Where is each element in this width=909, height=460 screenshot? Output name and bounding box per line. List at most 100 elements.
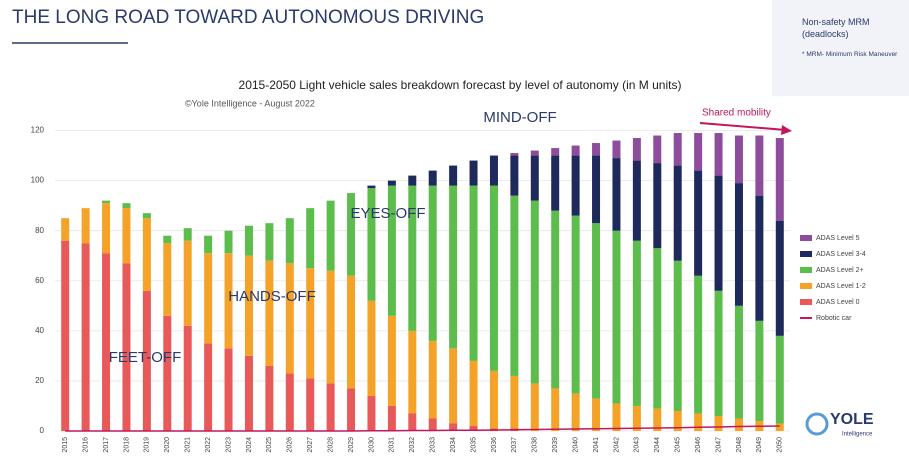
bar-segment (408, 176, 416, 186)
bar-segment (572, 146, 580, 156)
annotation: Shared mobility (702, 108, 771, 119)
bar-segment (184, 326, 192, 431)
bar-segment (776, 423, 784, 431)
annotation-arrowhead (781, 125, 792, 135)
bar-segment (449, 166, 457, 186)
x-tick-label: 2021 (185, 437, 192, 453)
legend-label: ADAS Level 2+ (816, 267, 864, 274)
bar-segment (490, 186, 498, 371)
bar-segment (592, 223, 600, 398)
bar-segment (429, 341, 437, 419)
x-tick-label: 2025 (266, 437, 273, 453)
legend-label: ADAS Level 0 (816, 299, 860, 306)
legend-swatch (800, 299, 812, 305)
x-tick-label: 2026 (287, 437, 294, 453)
bar-segment (163, 316, 171, 431)
legend-swatch (800, 235, 812, 241)
y-tick-label: 20 (35, 376, 44, 385)
bar-segment (245, 356, 253, 431)
bar-segment (82, 208, 90, 243)
x-tick-label: 2029 (348, 437, 355, 453)
bar-segment (408, 413, 416, 431)
bar-segment (674, 133, 682, 166)
x-tick-label: 2050 (777, 437, 784, 453)
legend-swatch (800, 267, 812, 273)
bar-segment (102, 203, 110, 253)
bar-segment (388, 181, 396, 186)
x-tick-label: 2034 (450, 437, 457, 453)
legend-swatch (800, 251, 812, 257)
x-tick-label: 2027 (307, 437, 314, 453)
bar-segment (225, 348, 233, 431)
y-tick-label: 40 (35, 326, 44, 335)
bar-segment (694, 413, 702, 431)
bar-segment (286, 373, 294, 431)
x-tick-label: 2043 (634, 437, 641, 453)
bar-segment (367, 186, 375, 189)
bar-segment (674, 261, 682, 411)
bar-segment (735, 136, 743, 184)
bar-segment (163, 236, 171, 244)
source: ©Yole Intelligence - August 2022 (185, 98, 315, 108)
bar-segment (715, 176, 723, 291)
bar-segment (184, 241, 192, 326)
bar-segment (163, 243, 171, 316)
x-tick-label: 2015 (62, 437, 69, 453)
bar-segment (510, 376, 518, 429)
bar-segment (510, 156, 518, 196)
x-tick-label: 2037 (511, 437, 518, 453)
x-tick-label: 2030 (368, 437, 375, 453)
x-tick-label: 2048 (736, 437, 743, 453)
bar-segment (388, 316, 396, 406)
bar-segment (61, 241, 69, 431)
bar-segment (510, 196, 518, 376)
bar-segment (715, 291, 723, 416)
y-tick-label: 80 (35, 226, 44, 235)
bar-segment (204, 236, 212, 254)
annotation: FEET-OFF (109, 349, 182, 366)
bar-segment (225, 231, 233, 254)
bar-segment (204, 253, 212, 343)
bar-segment (633, 161, 641, 241)
bar-segment (653, 163, 661, 248)
bar-segment (122, 203, 130, 208)
bar-segment (572, 156, 580, 216)
bar-segment (776, 336, 784, 424)
bar-segment (633, 138, 641, 161)
x-tick-label: 2035 (470, 437, 477, 453)
bar-segment (592, 398, 600, 431)
bar-segment (612, 403, 620, 431)
x-tick-label: 2020 (164, 437, 171, 453)
bar-segment (633, 406, 641, 431)
logo-sub: Intelligence (842, 432, 873, 438)
bar-segment (776, 221, 784, 336)
x-tick-label: 2022 (205, 437, 212, 453)
bar-segment (286, 263, 294, 373)
bar-segment (776, 138, 784, 221)
x-tick-label: 2038 (532, 437, 539, 453)
note-box: Non-safety MRM (deadlocks) * MRM- Minimu… (772, 0, 909, 96)
bar-segment (367, 301, 375, 396)
bar-segment (531, 383, 539, 431)
bar-segment (306, 378, 314, 431)
bar-segment (347, 388, 355, 431)
bar-segment (470, 186, 478, 361)
bar-segment (367, 396, 375, 431)
y-tick-label: 100 (31, 176, 45, 185)
bar-segment (122, 263, 130, 431)
bar-segment (327, 271, 335, 384)
annotation: EYES-OFF (350, 205, 425, 222)
bar-segment (408, 331, 416, 414)
note-footnote: * MRM- Minimum Risk Maneuver (802, 50, 899, 59)
x-tick-label: 2031 (389, 437, 396, 453)
bar-segment (551, 388, 559, 431)
bar-segment (122, 208, 130, 263)
bar-segment (306, 268, 314, 378)
bar-segment (265, 223, 273, 261)
annotation: MIND-OFF (483, 109, 556, 126)
annotation: HANDS-OFF (228, 288, 316, 305)
bar-segment (551, 148, 559, 156)
bar-segment (143, 218, 151, 291)
bar-segment (653, 248, 661, 408)
x-tick-label: 2040 (572, 437, 579, 453)
